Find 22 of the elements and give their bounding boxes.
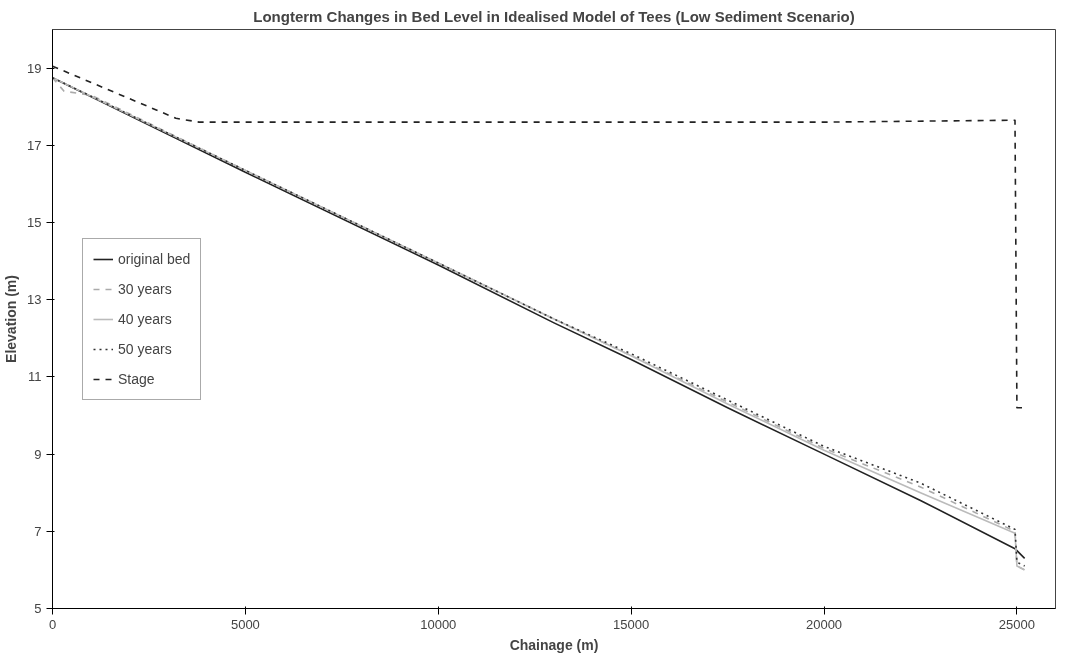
legend-label: original bed (118, 250, 191, 267)
x-tick-label: 5000 (230, 616, 260, 632)
x-axis-title: Chainage (m) (509, 636, 599, 653)
chart-title: Longterm Changes in Bed Level in Idealised Model of Tees (Low Sediment Scenario) (253, 7, 855, 25)
x-tick-label: 10000 (420, 616, 457, 632)
x-tick-label: 25000 (998, 616, 1035, 632)
x-tick-label: 20000 (805, 616, 843, 632)
legend-label: Stage (118, 370, 155, 387)
legend-label: 30 years (118, 280, 172, 297)
x-tick-label: 15000 (613, 616, 650, 632)
y-axis-title: Elevation (m) (3, 275, 20, 363)
legend-label: 40 years (118, 310, 172, 327)
x-tick-label: 0 (48, 616, 57, 632)
y-tick-label: 15 (27, 215, 42, 230)
y-tick-label: 9 (34, 446, 42, 462)
y-tick-label: 11 (28, 369, 42, 385)
legend-label: 50 years (118, 340, 172, 357)
y-tick-label: 13 (27, 292, 42, 308)
y-tick-label: 19 (27, 60, 42, 76)
y-tick-label: 17 (27, 137, 42, 153)
y-tick-label: 5 (34, 601, 42, 616)
y-tick-label: 7 (34, 523, 42, 539)
